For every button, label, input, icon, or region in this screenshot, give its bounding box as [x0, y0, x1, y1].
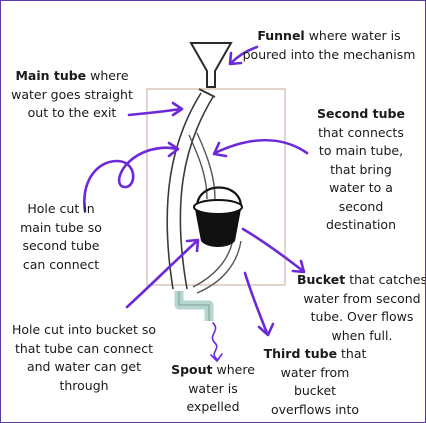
bucket-label-title: Bucket: [296, 272, 346, 287]
arrow-funnel: [229, 45, 259, 65]
bucket-label-text: that catches water from second tube. Ove…: [303, 272, 426, 343]
main-tube-label-title: Main tube: [15, 68, 87, 83]
third-tube-label-title: Third tube: [263, 346, 338, 361]
annotation-arrows: [83, 45, 309, 362]
spout-label-text: where water is expelled: [186, 362, 255, 414]
arrow-second-tube: [213, 138, 309, 155]
hole-bucket-label-text: Hole cut into bucket so that tube can co…: [11, 322, 157, 393]
funnel-label-title: Funnel: [257, 28, 305, 43]
arrow-hole-bucket: [125, 239, 199, 309]
bucket: [193, 186, 243, 247]
funnel: [189, 42, 233, 88]
arrow-third-tube: [243, 271, 269, 335]
funnel-label: Funnel where water is poured into the me…: [233, 27, 425, 64]
funnel-label-text: where water is poured into the mechanism: [242, 28, 416, 62]
arrow-spout: [211, 322, 218, 360]
third-tube: [192, 238, 242, 294]
arrow-main-tube: [127, 107, 183, 117]
second-tube-label-title: Second tube: [317, 106, 405, 121]
hole-main-tube-label-text: Hole cut in main tube so second tube can…: [20, 201, 102, 272]
spout-label: Spout where water is expelled: [167, 361, 259, 417]
third-tube-label: Third tube that water from bucket overfl…: [259, 345, 371, 419]
arrow-bucket: [241, 227, 305, 273]
second-tube: [188, 132, 216, 200]
second-tube-label: Second tube that connects to main tube, …: [297, 105, 425, 235]
main-tube-label: Main tube where water goes straight out …: [3, 67, 141, 123]
hole-main-tube-label: Hole cut in main tube so second tube can…: [5, 200, 117, 274]
hole-bucket-label: Hole cut into bucket so that tube can co…: [3, 321, 165, 395]
spout: [174, 291, 214, 321]
main-tube-label-text: where water goes straight out to the exi…: [11, 68, 133, 120]
photo-frame: [146, 88, 286, 286]
main-tube: [166, 88, 216, 290]
second-tube-label-text: that connects to main tube, that bring w…: [318, 124, 404, 233]
bucket-label: Bucket that catches water from second tu…: [295, 271, 426, 345]
third-tube-label-text: that water from bucket overflows into: [270, 346, 367, 417]
spout-label-title: Spout: [171, 362, 213, 377]
arrow-hole-main: [83, 146, 179, 213]
